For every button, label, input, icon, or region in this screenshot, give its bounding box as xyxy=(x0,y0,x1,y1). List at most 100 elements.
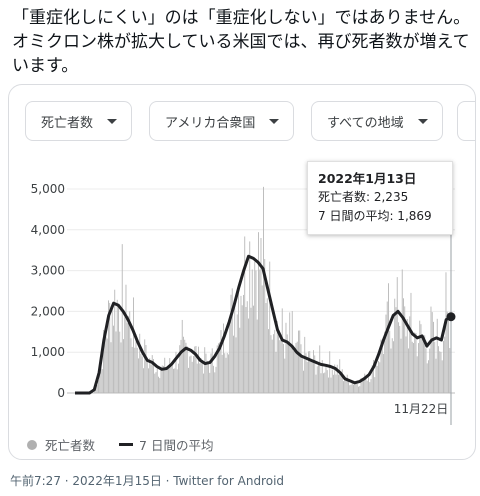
daily-bar xyxy=(164,357,166,393)
filter-chip-more[interactable] xyxy=(457,101,475,141)
daily-bar xyxy=(380,339,382,393)
daily-bar xyxy=(108,300,109,393)
daily-bar xyxy=(334,364,336,393)
daily-bar xyxy=(136,347,138,393)
daily-bar xyxy=(406,318,408,393)
daily-bar xyxy=(124,317,126,393)
daily-bar xyxy=(138,358,139,393)
daily-bar xyxy=(155,372,157,393)
daily-bar xyxy=(423,336,424,393)
y-tick-label: 4,000 xyxy=(31,223,65,237)
daily-bar xyxy=(204,347,206,393)
daily-bar xyxy=(445,272,447,393)
daily-bar xyxy=(305,353,307,393)
daily-bar xyxy=(259,269,261,393)
highlight-point xyxy=(446,312,456,322)
daily-bar xyxy=(300,344,302,393)
y-axis-labels: 0 1,000 2,000 3,000 4,000 5,000 xyxy=(31,182,65,400)
daily-bar xyxy=(348,379,349,393)
daily-bar xyxy=(409,316,411,393)
daily-bar xyxy=(420,324,422,393)
daily-bar xyxy=(343,381,344,393)
daily-bar xyxy=(191,361,193,393)
daily-bar xyxy=(258,232,259,393)
daily-bar xyxy=(358,386,359,393)
daily-bar xyxy=(253,305,254,393)
daily-bar xyxy=(394,298,396,393)
daily-bar xyxy=(443,340,444,393)
daily-bar xyxy=(411,341,413,393)
daily-bar xyxy=(280,334,282,393)
daily-bar xyxy=(430,306,432,393)
daily-bar xyxy=(153,359,154,393)
daily-bar xyxy=(355,382,357,393)
daily-bar xyxy=(340,374,342,393)
daily-bar xyxy=(239,327,241,393)
daily-bar xyxy=(410,292,412,393)
daily-bar xyxy=(279,340,281,393)
daily-bar xyxy=(344,379,346,393)
daily-bar xyxy=(269,261,271,393)
filter-chip-country[interactable]: アメリカ合衆国 xyxy=(149,101,295,141)
daily-bar xyxy=(213,365,214,393)
daily-bar xyxy=(270,335,272,393)
dropdown-caret-icon xyxy=(417,118,428,124)
daily-bar xyxy=(316,366,318,393)
daily-bar xyxy=(416,356,418,393)
daily-bar xyxy=(228,354,229,393)
daily-bar xyxy=(371,365,373,393)
daily-bar xyxy=(339,359,341,393)
daily-bars xyxy=(94,186,452,393)
daily-bar xyxy=(180,339,182,393)
daily-bar xyxy=(341,369,343,393)
daily-bar xyxy=(188,367,189,393)
daily-bar xyxy=(148,368,149,393)
y-tick-label: 5,000 xyxy=(31,182,65,196)
daily-bar xyxy=(96,385,98,393)
daily-bar xyxy=(363,378,364,393)
daily-bar xyxy=(221,354,223,393)
daily-bar xyxy=(378,361,379,393)
tweet-meta: 午前7:27 · 2022年1月15日 · Twitter for Androi… xyxy=(10,474,285,488)
daily-bar xyxy=(125,284,127,393)
filter-chip-metric[interactable]: 死亡者数 xyxy=(25,101,133,141)
daily-bar xyxy=(386,301,388,393)
daily-bar xyxy=(266,298,268,393)
daily-bar xyxy=(369,382,371,393)
daily-bar xyxy=(360,378,362,393)
daily-bar xyxy=(313,350,314,393)
daily-bar xyxy=(303,370,304,393)
daily-bar xyxy=(208,363,209,393)
daily-bar xyxy=(256,319,258,393)
daily-bar xyxy=(285,322,287,393)
daily-bar xyxy=(396,277,398,393)
legend-line-icon xyxy=(119,443,134,446)
daily-bar xyxy=(181,319,183,393)
daily-bar xyxy=(265,303,267,393)
daily-bar xyxy=(126,322,128,393)
daily-bar xyxy=(326,370,328,393)
covid-chart-card: 死亡者数 アメリカ合衆国 すべての地域 0 1,000 2,000 3,000 4,00… xyxy=(8,84,476,460)
daily-bar xyxy=(446,311,448,393)
daily-bar xyxy=(134,347,136,393)
daily-bar xyxy=(195,345,197,393)
daily-bar xyxy=(345,380,347,393)
daily-bar xyxy=(205,353,207,393)
daily-bar xyxy=(236,314,238,393)
daily-bar xyxy=(115,331,117,393)
daily-bar xyxy=(146,360,148,393)
daily-bar xyxy=(224,353,226,393)
daily-bar xyxy=(395,307,397,393)
daily-bar xyxy=(250,307,252,393)
daily-bar xyxy=(94,389,96,393)
daily-bar xyxy=(176,369,178,393)
daily-bar xyxy=(370,379,372,393)
daily-bar xyxy=(129,311,131,393)
filter-chip-region[interactable]: すべての地域 xyxy=(311,101,443,141)
daily-bar xyxy=(329,351,331,393)
daily-bar xyxy=(440,351,442,393)
daily-bar xyxy=(330,377,332,393)
daily-bar xyxy=(264,259,266,393)
daily-bar xyxy=(361,380,363,393)
filter-chip-label: すべての地域 xyxy=(327,115,404,131)
